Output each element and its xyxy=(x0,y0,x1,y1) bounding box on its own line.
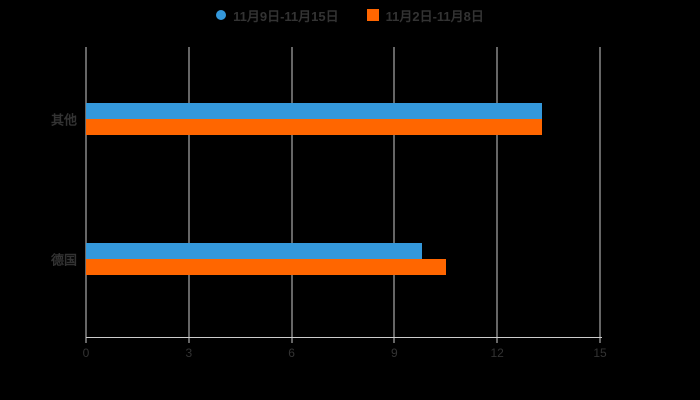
gridline xyxy=(188,47,190,337)
gridline xyxy=(291,47,293,337)
legend-label: 11月9日-11月15日 xyxy=(233,8,339,24)
x-axis-tick-label: 6 xyxy=(288,346,295,360)
x-axis-tick xyxy=(496,337,498,343)
x-axis-tick xyxy=(85,337,87,343)
gridline xyxy=(393,47,395,337)
x-axis-tick xyxy=(393,337,395,343)
legend-item-nov2-nov8[interactable]: 11月2日-11月8日 xyxy=(366,6,484,25)
y-axis-label-germany: 德国 xyxy=(50,252,77,268)
bar-group-germany: 德国 xyxy=(51,243,600,275)
legend-square-marker-icon xyxy=(366,9,379,21)
bar-nov2-nov8-other[interactable] xyxy=(86,119,542,135)
gridline xyxy=(599,47,601,337)
legend-item-nov9-nov15[interactable]: 11月9日-11月15日 xyxy=(216,6,339,25)
x-axis-tick-label: 12 xyxy=(490,346,504,360)
gridline xyxy=(85,47,87,337)
x-axis-line xyxy=(86,337,602,338)
x-axis-tick-label: 0 xyxy=(82,346,90,360)
bar-nov9-nov15-germany[interactable] xyxy=(86,243,422,259)
legend: 11月9日-11月15日 11月2日-11月8日 xyxy=(0,2,700,28)
plot-area: 0 3 6 9 12 15 其他 德国 xyxy=(51,47,607,360)
y-axis-label-other: 其他 xyxy=(50,112,77,128)
x-axis-tick xyxy=(291,337,293,343)
gridline xyxy=(496,47,498,337)
legend-label: 11月2日-11月8日 xyxy=(385,8,484,24)
x-axis-tick-label: 9 xyxy=(391,346,398,360)
bar-nov9-nov15-other[interactable] xyxy=(86,103,542,119)
bar-nov2-nov8-germany[interactable] xyxy=(86,259,446,275)
legend-circle-marker-icon xyxy=(216,10,227,20)
x-axis-tick-label: 15 xyxy=(593,346,607,360)
bar-group-other: 其他 xyxy=(51,103,600,135)
x-axis-tick xyxy=(188,337,190,343)
x-axis-tick xyxy=(599,337,601,343)
x-axis-tick-label: 3 xyxy=(185,346,193,360)
